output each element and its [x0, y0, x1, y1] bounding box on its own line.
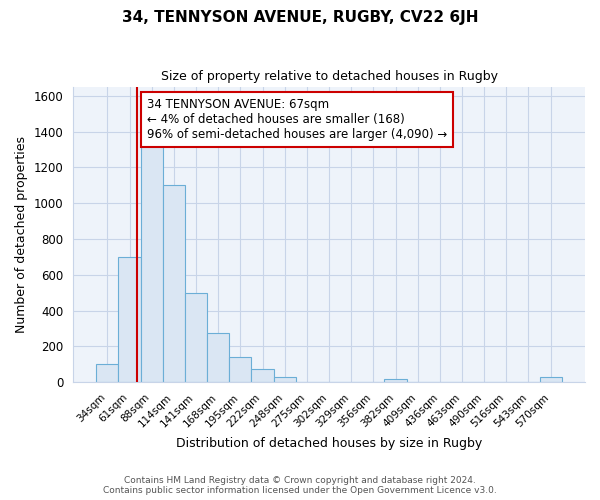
- Bar: [385, 380, 407, 382]
- Bar: [207, 333, 229, 382]
- Bar: [163, 186, 185, 382]
- Text: 34, TENNYSON AVENUE, RUGBY, CV22 6JH: 34, TENNYSON AVENUE, RUGBY, CV22 6JH: [122, 10, 478, 25]
- Bar: [539, 376, 562, 382]
- Title: Size of property relative to detached houses in Rugby: Size of property relative to detached ho…: [161, 70, 497, 83]
- Bar: [274, 376, 296, 382]
- Bar: [229, 357, 251, 382]
- Bar: [185, 292, 207, 382]
- Text: Contains HM Land Registry data © Crown copyright and database right 2024.
Contai: Contains HM Land Registry data © Crown c…: [103, 476, 497, 495]
- Bar: [140, 144, 163, 382]
- Bar: [251, 368, 274, 382]
- Bar: [96, 364, 118, 382]
- X-axis label: Distribution of detached houses by size in Rugby: Distribution of detached houses by size …: [176, 437, 482, 450]
- Text: 34 TENNYSON AVENUE: 67sqm
← 4% of detached houses are smaller (168)
96% of semi-: 34 TENNYSON AVENUE: 67sqm ← 4% of detach…: [147, 98, 448, 140]
- Bar: [118, 257, 140, 382]
- Y-axis label: Number of detached properties: Number of detached properties: [15, 136, 28, 333]
